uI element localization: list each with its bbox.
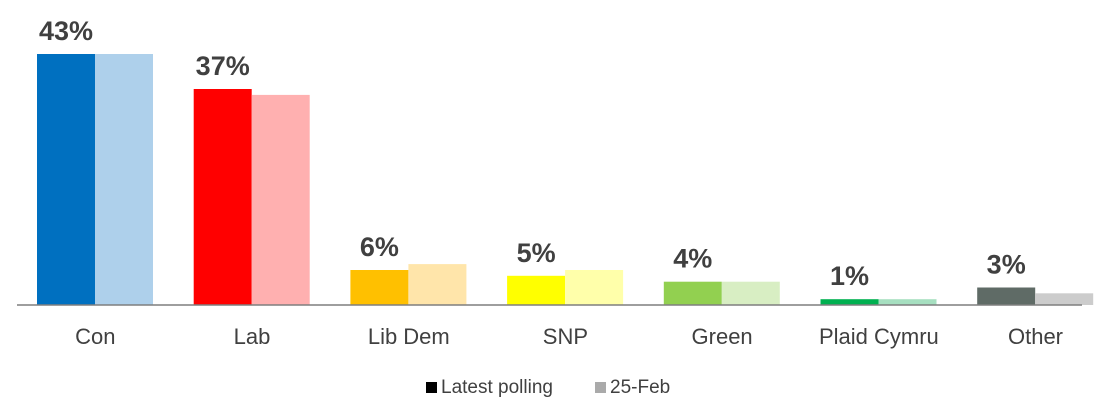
value-label-lab: 37% (196, 51, 250, 81)
category-labels-group: Con Lab Lib Dem SNP Green Plaid Cymru Other (75, 324, 1063, 349)
bar-previous-snp (565, 270, 624, 305)
bar-latest-lib-dem (350, 270, 409, 305)
bar-previous-other (1035, 293, 1094, 305)
bar-latest-plaid-cymru (820, 299, 879, 305)
bar-previous-lab (251, 94, 310, 306)
category-label-lab: Lab (234, 324, 271, 349)
bar-latest-other (977, 287, 1036, 305)
bar-previous-plaid-cymru (878, 299, 937, 305)
value-label-con: 43% (39, 16, 93, 46)
category-label-other: Other (1008, 324, 1063, 349)
category-label-snp: SNP (543, 324, 588, 349)
bar-latest-con (37, 54, 95, 305)
bar-latest-snp (507, 275, 566, 305)
category-label-green: Green (692, 324, 753, 349)
category-label-con: Con (75, 324, 115, 349)
bars-group (37, 54, 1094, 306)
legend-label-previous: 25-Feb (610, 377, 670, 398)
bar-previous-lib-dem (408, 264, 467, 305)
value-labels-group: 43% 37% 6% 5% 4% 1% 3% (39, 16, 1026, 291)
bar-previous-con (95, 54, 153, 305)
value-label-other: 3% (987, 250, 1026, 280)
legend-swatch-latest (426, 382, 437, 393)
legend: Latest polling 25-Feb (426, 377, 670, 398)
legend-swatch-previous (595, 382, 606, 393)
value-label-plaid-cymru: 1% (830, 261, 869, 291)
value-label-snp: 5% (517, 238, 556, 268)
bar-previous-green (721, 281, 780, 305)
value-label-green: 4% (673, 244, 712, 274)
category-label-plaid-cymru: Plaid Cymru (819, 324, 939, 349)
category-label-lib-dem: Lib Dem (368, 324, 450, 349)
value-label-lib-dem: 6% (360, 232, 399, 262)
legend-label-latest: Latest polling (441, 377, 553, 398)
bar-latest-lab (193, 89, 252, 305)
bar-latest-green (663, 281, 722, 305)
